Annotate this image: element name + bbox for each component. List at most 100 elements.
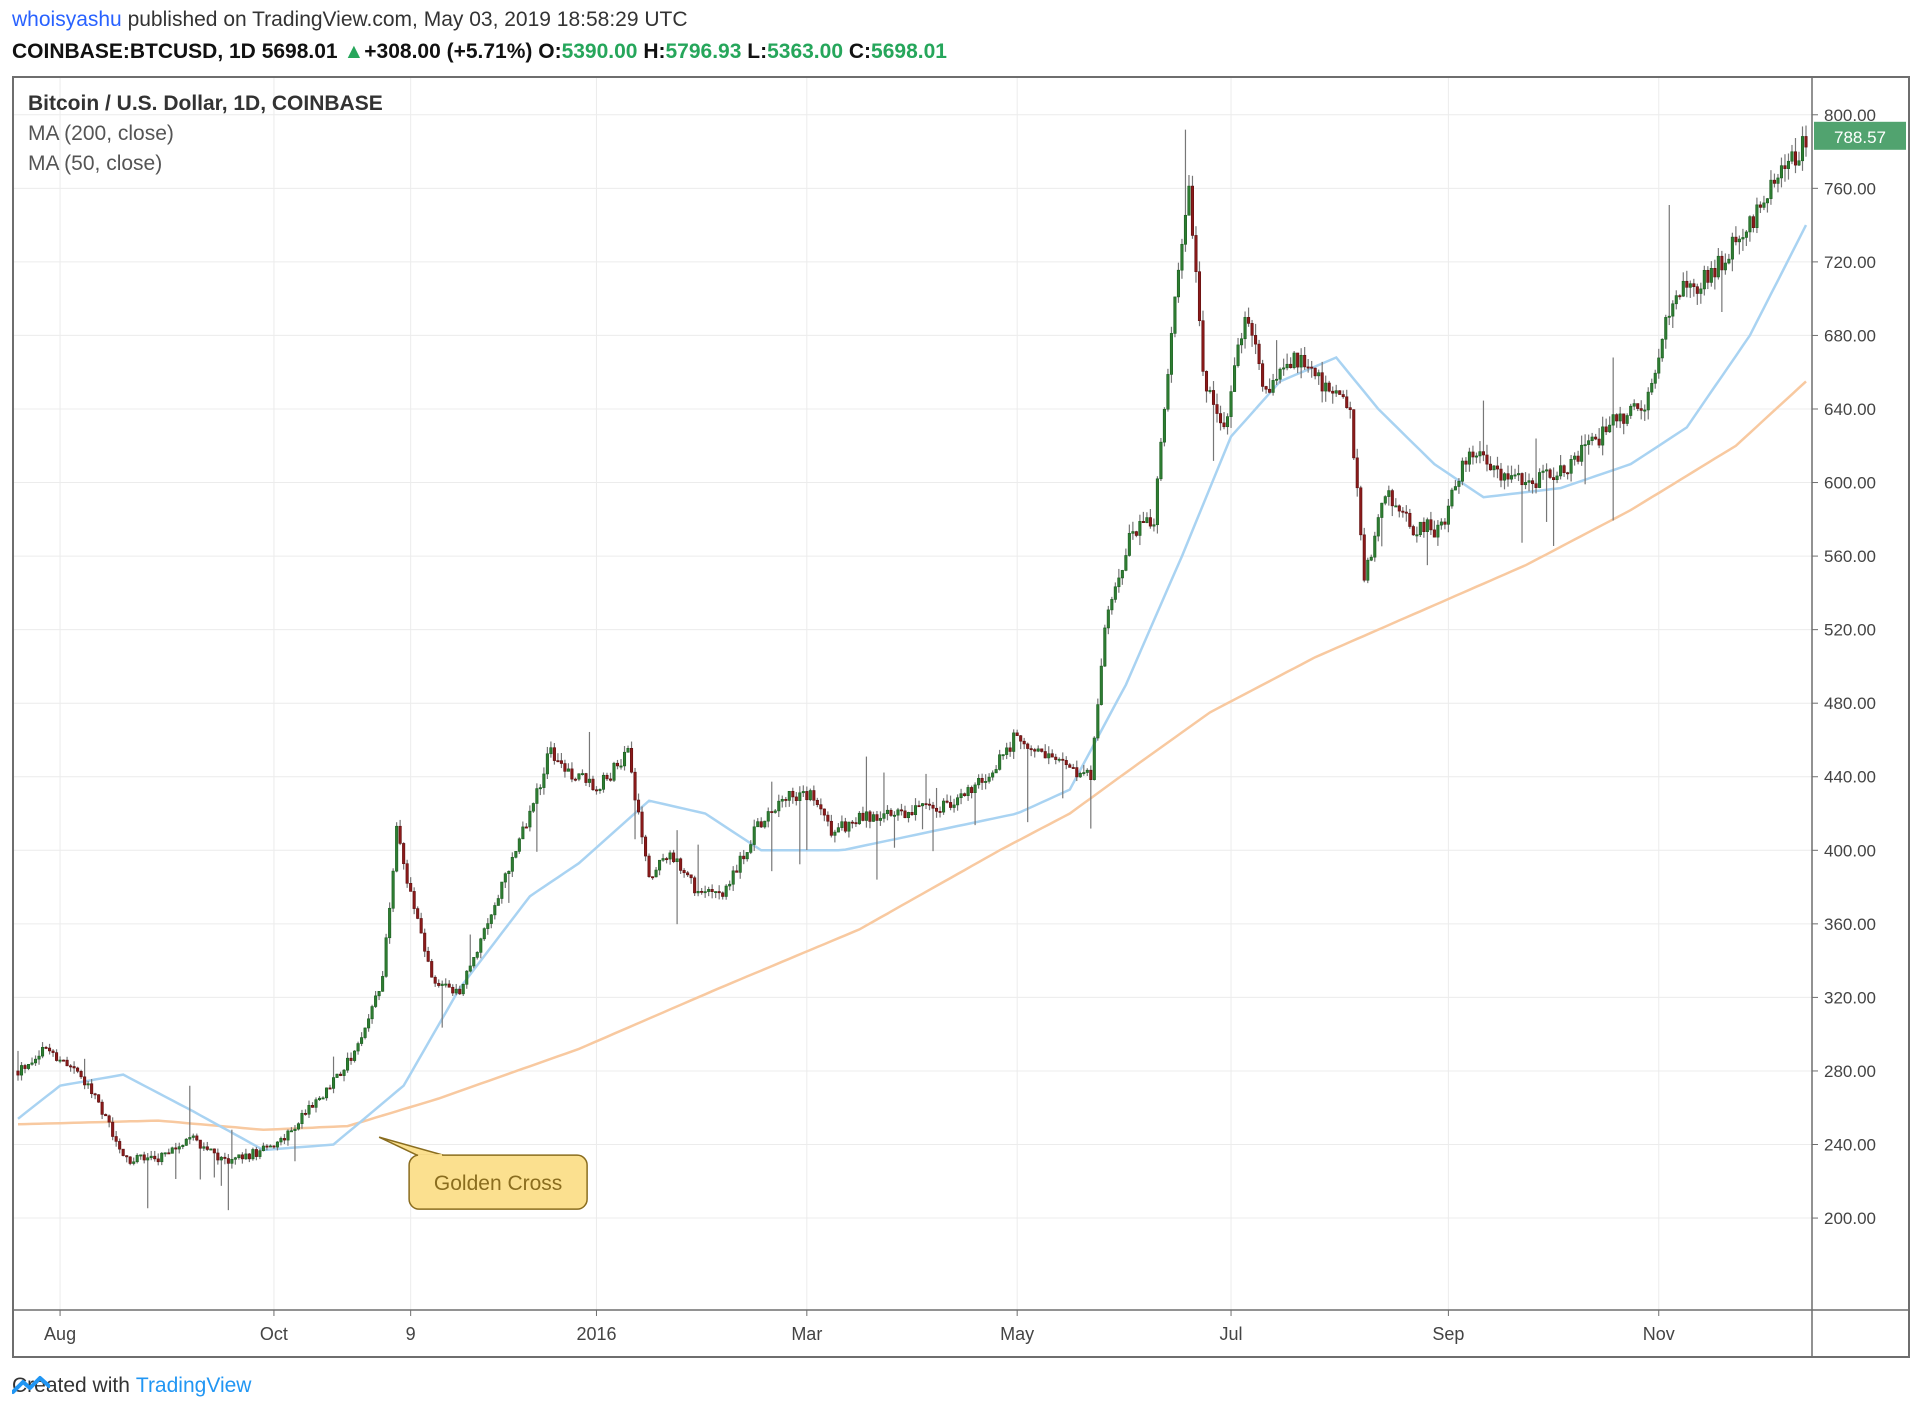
candle-body [1226, 416, 1230, 428]
candle-body [956, 797, 960, 806]
candle-body [461, 983, 465, 995]
candle-body [1190, 185, 1194, 236]
candle-body [1397, 505, 1401, 512]
candle-body [1765, 198, 1769, 204]
candle-body [1741, 237, 1745, 240]
candle-body [360, 1037, 364, 1044]
candle-body [247, 1153, 251, 1160]
time-tick-label: Nov [1643, 1324, 1675, 1344]
candle-body [528, 810, 532, 828]
candle-body [857, 812, 861, 825]
candle-body [300, 1112, 304, 1125]
low-value: 5363.00 [767, 40, 844, 63]
candle-body [26, 1064, 31, 1069]
candle-body [1495, 465, 1500, 470]
candle-body [416, 908, 420, 919]
candle-body [205, 1146, 209, 1150]
candle-body [1306, 366, 1310, 369]
candle-body [398, 825, 402, 844]
candle-body [1243, 317, 1247, 340]
candle-body [41, 1046, 45, 1057]
candle-body [542, 773, 546, 788]
candle-body [1194, 235, 1198, 272]
candle-body [286, 1130, 290, 1141]
candle-body [668, 852, 672, 860]
candle-body [121, 1148, 125, 1156]
legend-ma50[interactable]: MA (50, close) [28, 152, 163, 175]
candle-body [973, 784, 977, 793]
candle-body [882, 813, 886, 819]
candle-body [1113, 586, 1117, 600]
publisher-link[interactable]: whoisyashu [12, 8, 122, 31]
candle-body [1450, 489, 1454, 507]
candle-body [1559, 465, 1563, 477]
candle-body [1657, 357, 1661, 374]
candle-body [1685, 280, 1689, 288]
candle-body [1625, 415, 1629, 424]
candle-body [160, 1152, 164, 1163]
candle-body [1103, 627, 1107, 667]
candle-body [847, 821, 851, 832]
candle-body [991, 772, 995, 778]
candle-body [1779, 165, 1783, 179]
candle-body [342, 1069, 346, 1076]
candle-body [1268, 388, 1272, 393]
candle-body [1068, 764, 1072, 768]
candle-body [1036, 748, 1040, 752]
candle-body [1446, 505, 1450, 525]
publish-info: published on TradingView.com, May 03, 20… [127, 8, 688, 31]
chart-frame[interactable]: 200.00 240.00 280.00 320.00 360.00 400.00 440.… [12, 76, 1910, 1358]
candle-body [1776, 177, 1780, 184]
candle-body [30, 1062, 34, 1065]
candle-body [966, 787, 970, 796]
candle-body [580, 773, 584, 776]
candle-body [1089, 769, 1093, 780]
candle-body [454, 988, 458, 994]
candle-body [640, 811, 644, 838]
candle-body [1418, 521, 1422, 536]
candle-body [594, 789, 598, 792]
candle-body [822, 808, 826, 816]
candle-body [111, 1121, 115, 1137]
candle-body [1383, 496, 1387, 504]
candle-body [1474, 455, 1478, 458]
candle-body [423, 932, 427, 952]
candle-body [1033, 749, 1037, 752]
candle-body [977, 778, 981, 786]
candle-body [808, 790, 812, 801]
candle-body [324, 1087, 329, 1099]
price-chart[interactable]: 200.00 240.00 280.00 320.00 360.00 400.00 440.… [14, 78, 1908, 1356]
candle-body [531, 803, 535, 812]
candle-body [1786, 160, 1790, 169]
legend-ma200[interactable]: MA (200, close) [28, 122, 174, 145]
tradingview-brand-link[interactable]: TradingView [135, 1374, 252, 1397]
candle-body [1152, 524, 1156, 527]
candle-body [945, 800, 949, 803]
candle-body [1758, 204, 1762, 208]
candle-body [1394, 505, 1398, 508]
candle-body [1608, 424, 1612, 433]
candle-body [170, 1147, 174, 1154]
candle-body [1390, 490, 1394, 507]
candle-body [296, 1123, 300, 1130]
candle-body [1278, 368, 1282, 380]
candle-body [679, 858, 683, 871]
candle-body [314, 1099, 318, 1108]
time-tick-label: 9 [406, 1324, 416, 1344]
candle-body [1264, 386, 1268, 390]
candle-body [440, 983, 444, 986]
candle-body [871, 814, 875, 822]
candle-body [419, 918, 423, 934]
candle-body [367, 1018, 371, 1029]
candle-body [34, 1058, 38, 1064]
candle-body [1481, 451, 1485, 456]
last-price-badge-label: 788.57 [1834, 128, 1886, 147]
candle-body [493, 905, 497, 916]
candle-body [244, 1153, 248, 1160]
candle-body [913, 805, 918, 816]
candle-body [388, 907, 392, 939]
time-tick-label: Jul [1220, 1324, 1243, 1344]
candle-body [391, 870, 395, 909]
candle-body [1590, 436, 1594, 441]
candle-body [931, 804, 935, 809]
